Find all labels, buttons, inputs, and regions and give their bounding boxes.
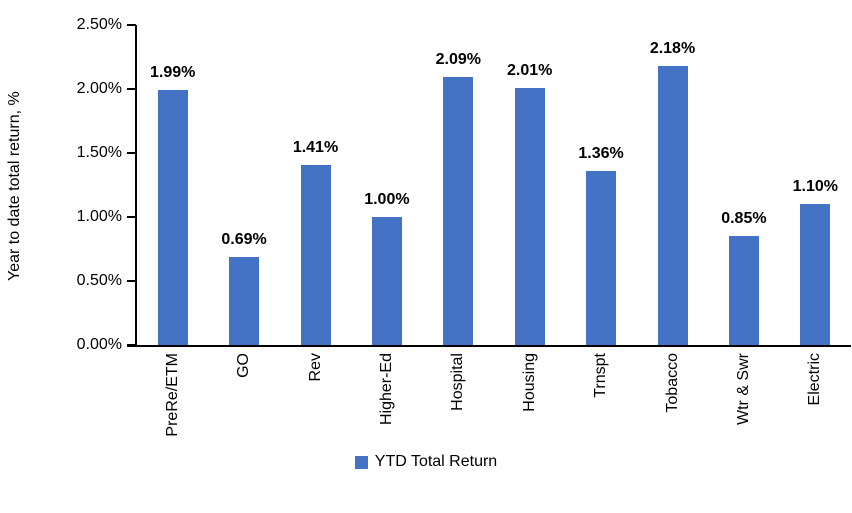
x-category-label: Tobacco: [663, 353, 681, 413]
x-category-label: Housing: [520, 353, 538, 412]
y-tick-label: 0.50%: [76, 272, 122, 289]
bar-7: [586, 171, 617, 345]
bar-9: [728, 236, 759, 345]
x-category-label: Trnspt: [592, 353, 610, 398]
x-category-label: Hospital: [449, 353, 467, 411]
data-label: 1.10%: [792, 178, 838, 195]
y-tick-label: 2.50%: [76, 16, 122, 33]
data-label: 1.99%: [150, 64, 196, 81]
data-label: 0.85%: [721, 210, 767, 227]
data-label: 1.00%: [364, 191, 410, 208]
y-tick-label: 0.00%: [76, 336, 122, 353]
data-label: 2.18%: [649, 40, 696, 57]
legend-marker-icon: [354, 455, 368, 469]
data-label: 1.36%: [578, 145, 624, 162]
y-axis-title: Year to date total return, %: [6, 91, 23, 281]
y-tick-label: 1.00%: [76, 208, 122, 225]
y-tick-mark: [127, 88, 136, 90]
x-category-label: Electric: [806, 353, 824, 406]
x-category-label: GO: [235, 353, 253, 378]
bar-10: [800, 204, 831, 345]
bar-5: [443, 77, 474, 345]
bar-3: [300, 165, 331, 345]
y-axis-line: [135, 25, 137, 347]
data-label: 2.09%: [435, 51, 481, 68]
x-category-label: Wtr & Swr: [734, 353, 752, 425]
data-label: 2.01%: [507, 62, 553, 79]
legend: YTD Total Return: [0, 451, 852, 473]
y-tick-label: 2.00%: [76, 80, 122, 97]
bar-2: [229, 257, 260, 345]
bar-8: [657, 66, 688, 345]
y-tick-mark: [127, 216, 136, 218]
y-tick-mark: [127, 24, 136, 26]
bar-1: [157, 90, 188, 345]
y-tick-mark: [127, 280, 136, 282]
bar-6: [514, 88, 545, 345]
y-tick-mark: [127, 152, 136, 154]
x-category-label: Rev: [306, 353, 324, 382]
data-label: 0.69%: [221, 231, 267, 248]
data-label: 1.41%: [292, 139, 339, 156]
y-tick-label: 1.50%: [76, 144, 122, 161]
bar-4: [371, 217, 402, 345]
x-category-label: PreRe/ETM: [163, 353, 181, 437]
x-axis-line: [127, 345, 851, 347]
x-category-label: Higher-Ed: [377, 353, 395, 426]
legend-label: YTD Total Return: [374, 453, 498, 470]
